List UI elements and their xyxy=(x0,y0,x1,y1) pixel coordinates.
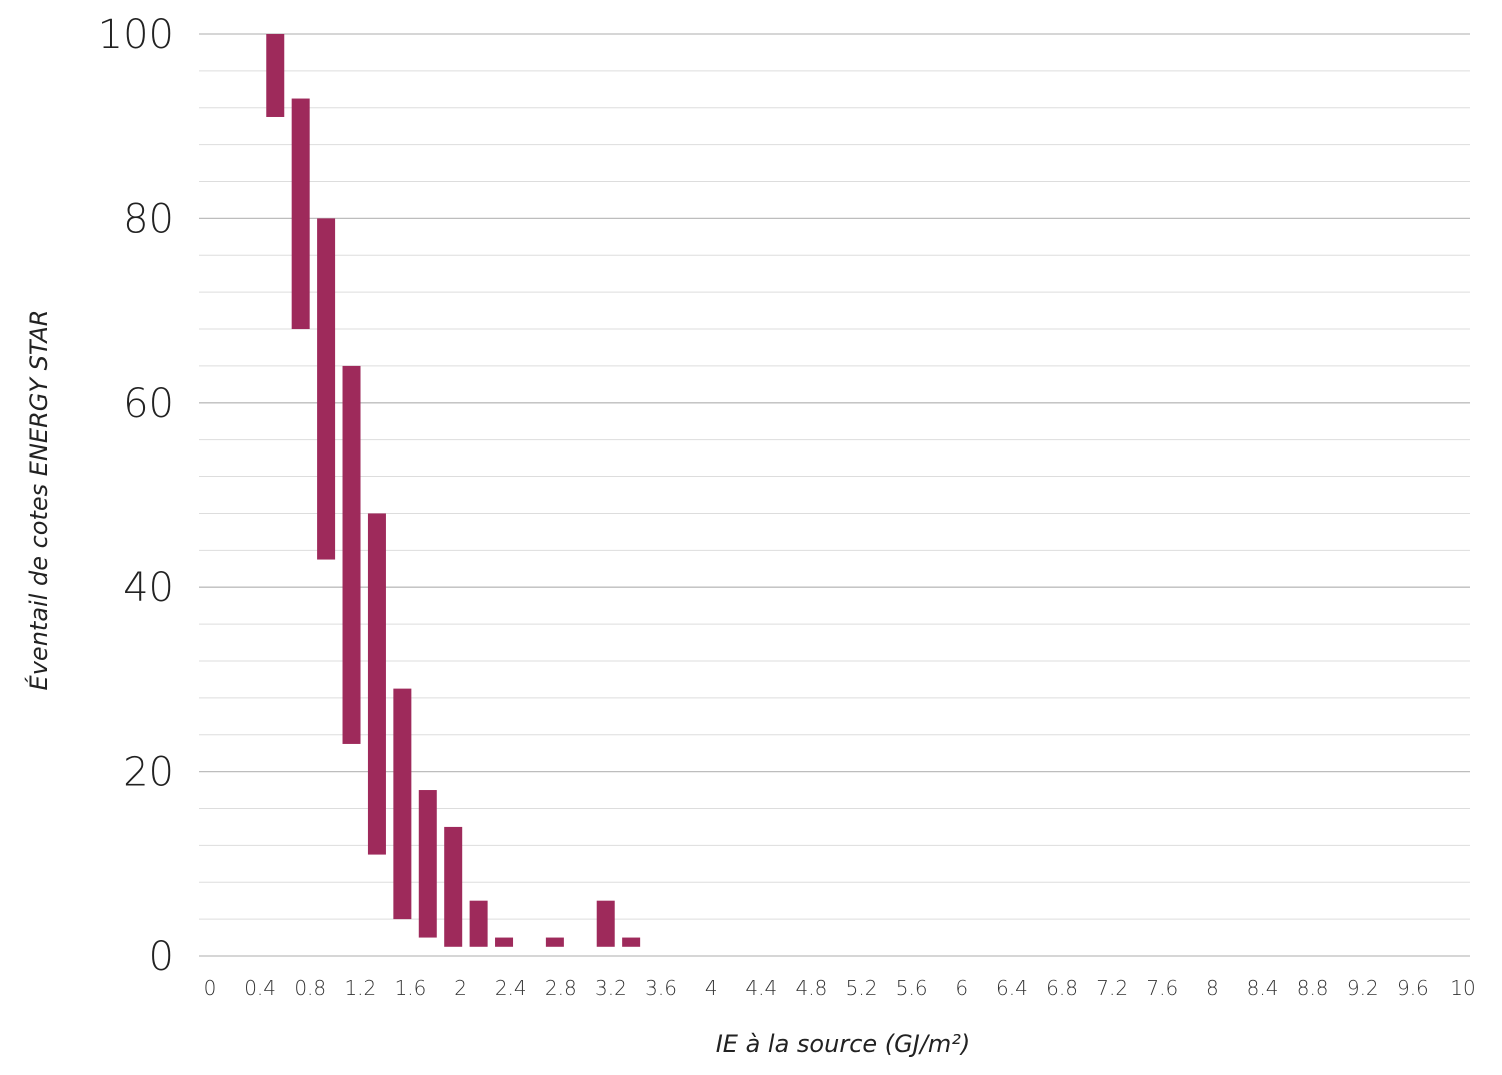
x-tick-labels: 0 0.4 0.8 1.2 1.6 2 2.4 2.8 3.2 3.6 4 4.4 4.8 5.2 5.6 6… xyxy=(204,976,1476,1000)
range-bar-7 xyxy=(444,826,463,947)
x-tick-label: 6.4 xyxy=(996,976,1028,1000)
x-tick-label: 4 xyxy=(705,976,718,1000)
x-tick-label: 8.4 xyxy=(1247,976,1279,1000)
y-axis-label: Éventail de cotes ENERGY STAR xyxy=(24,310,53,691)
y-tick-label: 80 xyxy=(123,196,174,242)
x-tick-label: 5.2 xyxy=(846,976,878,1000)
x-tick-label: 1.2 xyxy=(344,976,376,1000)
x-tick-label: 3.2 xyxy=(595,976,627,1000)
x-tick-label: 7.2 xyxy=(1096,976,1128,1000)
x-tick-label: 5.6 xyxy=(896,976,928,1000)
range-bar-6 xyxy=(418,790,437,938)
range-bar-5 xyxy=(393,688,412,920)
x-tick-label: 2.8 xyxy=(545,976,577,1000)
y-tick-label: 20 xyxy=(123,750,174,796)
grid-lines xyxy=(199,33,1470,957)
x-tick-label: 8 xyxy=(1206,976,1219,1000)
x-tick-label: 0.8 xyxy=(294,976,326,1000)
x-tick-label: 9.6 xyxy=(1397,976,1429,1000)
x-tick-label: 1.6 xyxy=(395,976,427,1000)
x-tick-label: 8.8 xyxy=(1297,976,1329,1000)
y-tick-label: 100 xyxy=(98,12,174,58)
x-tick-label: 7.6 xyxy=(1146,976,1178,1000)
x-tick-label: 0.4 xyxy=(244,976,276,1000)
range-bar-3 xyxy=(342,365,361,744)
range-bar-0 xyxy=(266,34,285,117)
y-tick-label: 0 xyxy=(149,934,174,980)
x-tick-label: 4.4 xyxy=(745,976,777,1000)
range-bar-8 xyxy=(469,900,488,947)
x-tick-label: 2.4 xyxy=(495,976,527,1000)
x-tick-label: 10 xyxy=(1450,976,1475,1000)
range-bar-4 xyxy=(367,513,386,855)
range-bar-12 xyxy=(622,937,641,947)
x-tick-label: 3.6 xyxy=(645,976,677,1000)
y-tick-label: 40 xyxy=(123,565,174,611)
x-tick-label: 4.8 xyxy=(796,976,828,1000)
x-tick-label: 6 xyxy=(955,976,968,1000)
y-tick-label: 60 xyxy=(123,381,174,427)
x-tick-label: 9.2 xyxy=(1347,976,1379,1000)
x-axis-label: IE à la source (GJ/m²) xyxy=(716,1030,971,1058)
range-bar-2 xyxy=(317,218,336,560)
range-bars xyxy=(266,34,641,947)
range-bar-9 xyxy=(495,937,514,947)
x-tick-label: 6.8 xyxy=(1046,976,1078,1000)
range-bar-1 xyxy=(291,98,310,330)
range-bar-10 xyxy=(545,937,564,947)
x-tick-label: 2 xyxy=(454,976,467,1000)
range-bar-11 xyxy=(596,900,615,947)
y-tick-labels: 0 20 40 60 80 100 xyxy=(98,12,174,980)
x-tick-label: 0 xyxy=(204,976,217,1000)
